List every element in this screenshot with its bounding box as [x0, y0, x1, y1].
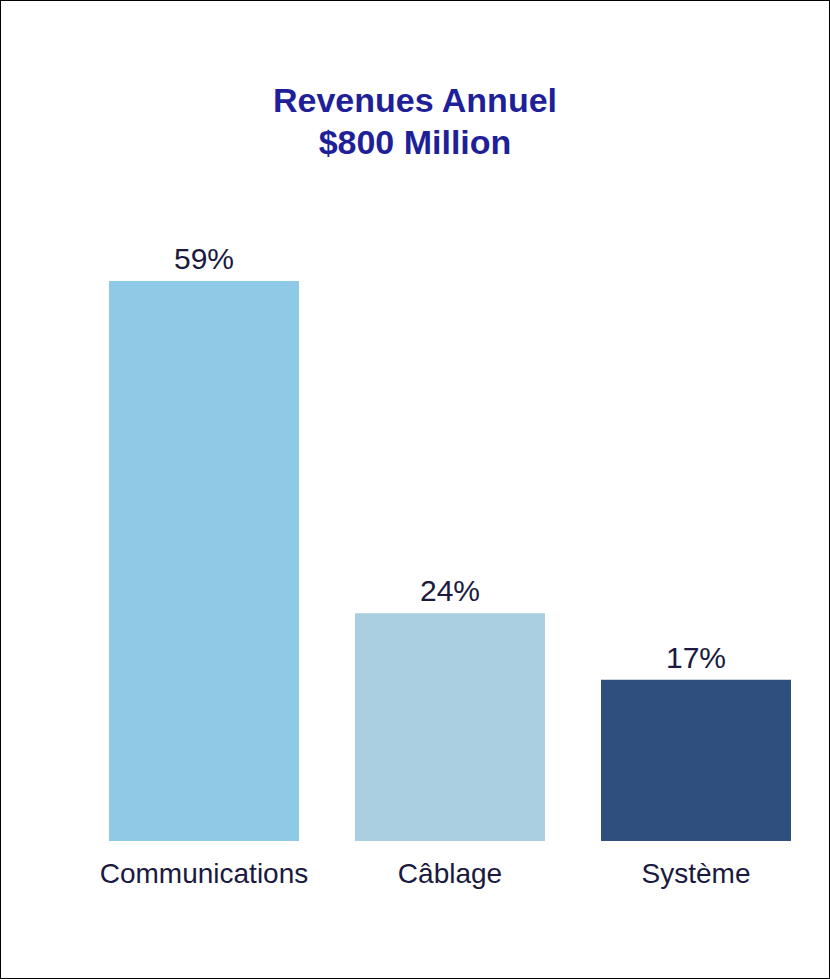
svg-text:24%: 24% — [420, 574, 480, 607]
html-text:Revenues Annuel: Revenues Annuel — [273, 81, 557, 119]
svg-text:Communications: Communications — [100, 858, 309, 889]
svg-text:Système: Système — [642, 858, 751, 889]
svg-text:59%: 59% — [174, 242, 234, 275]
html-text:$800 Million: $800 Million — [318, 123, 512, 161]
svg-text:17%: 17% — [666, 641, 726, 674]
svg-text:Câblage: Câblage — [398, 858, 502, 889]
